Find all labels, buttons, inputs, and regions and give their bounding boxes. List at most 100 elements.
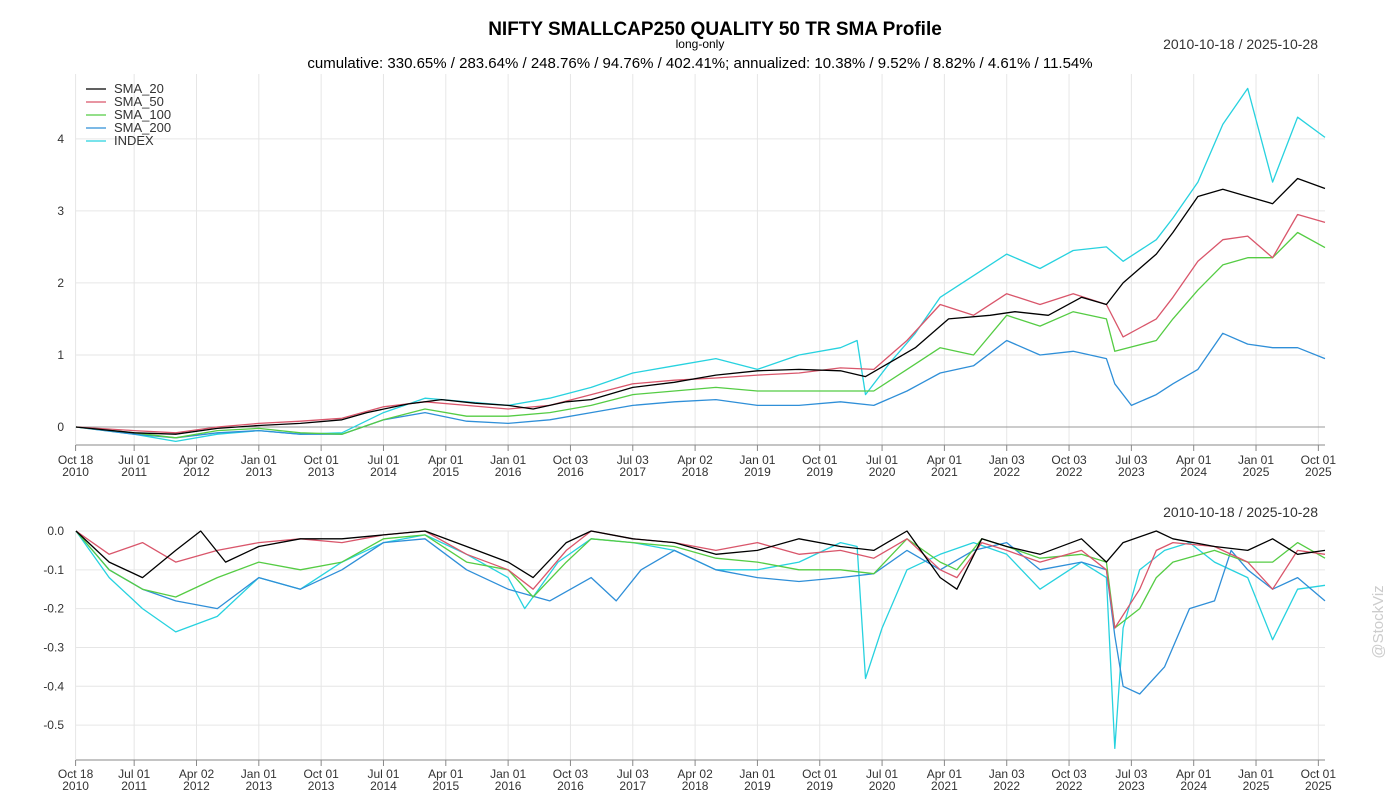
x-tick-label-year: 2019 — [744, 779, 771, 793]
legend-label: SMA_100 — [114, 107, 171, 122]
x-tick-label-year: 2018 — [682, 465, 709, 479]
x-tick-label-month: Jan 01 — [490, 453, 526, 467]
legend-label: SMA_50 — [114, 94, 164, 109]
series-line-sma-20 — [75, 177, 1326, 435]
series-line-sma-20 — [75, 530, 1326, 590]
x-tick-label-month: Apr 02 — [179, 453, 215, 467]
legend-label: SMA_200 — [114, 120, 171, 135]
x-tick-label-month: Jul 03 — [617, 767, 649, 781]
x-tick-label-year: 2013 — [245, 779, 272, 793]
y-tick-label: 1 — [57, 348, 64, 362]
x-tick-label-year: 2016 — [557, 779, 584, 793]
x-tick-label-year: 2013 — [308, 465, 335, 479]
x-tick-label-month: Oct 03 — [553, 453, 589, 467]
x-tick-label-month: Jul 03 — [1115, 453, 1147, 467]
x-tick-label-month: Jul 01 — [118, 453, 150, 467]
x-tick-label-year: 2021 — [931, 779, 958, 793]
x-tick-label-year: 2025 — [1305, 465, 1332, 479]
x-tick-label-month: Apr 02 — [179, 767, 215, 781]
series-line-index — [75, 530, 1326, 750]
y-tick-label: -0.4 — [43, 679, 64, 693]
x-tick-label-month: Oct 01 — [303, 767, 339, 781]
x-tick-label-year: 2011 — [121, 465, 147, 479]
x-tick-label-month: Jul 03 — [617, 453, 649, 467]
x-tick-label-year: 2014 — [370, 779, 397, 793]
x-tick-label-month: Oct 01 — [802, 453, 838, 467]
legend-label: INDEX — [114, 133, 154, 148]
x-tick-label-month: Apr 01 — [927, 453, 963, 467]
x-tick-label-year: 2017 — [619, 465, 646, 479]
x-tick-label-month: Jan 03 — [989, 767, 1025, 781]
x-tick-label-month: Jul 01 — [118, 767, 150, 781]
x-tick-label-year: 2013 — [308, 779, 335, 793]
x-tick-label-month: Jan 01 — [1238, 767, 1274, 781]
x-tick-label-month: Apr 01 — [428, 453, 464, 467]
bottom-date-range: 2010-10-18 / 2025-10-28 — [1163, 504, 1318, 520]
x-tick-label-month: Jul 01 — [367, 767, 399, 781]
x-tick-label-month: Oct 18 — [58, 453, 94, 467]
top-date-range: 2010-10-18 / 2025-10-28 — [1163, 36, 1318, 52]
y-tick-label: 0 — [57, 420, 64, 434]
legend-label: SMA_20 — [114, 81, 164, 96]
x-tick-label-year: 2022 — [993, 779, 1020, 793]
x-tick-label-month: Apr 01 — [1176, 767, 1212, 781]
x-tick-label-year: 2024 — [1180, 779, 1207, 793]
stats-line: cumulative: 330.65% / 283.64% / 248.76% … — [307, 55, 1092, 72]
y-tick-label: -0.1 — [43, 563, 64, 577]
x-tick-label-month: Jan 03 — [989, 453, 1025, 467]
x-tick-label-month: Oct 03 — [1051, 453, 1087, 467]
x-tick-label-year: 2023 — [1118, 465, 1145, 479]
y-tick-label: 4 — [57, 132, 64, 146]
x-tick-label-year: 2022 — [1056, 779, 1083, 793]
x-tick-label-month: Jan 01 — [739, 453, 775, 467]
x-tick-label-month: Jan 01 — [739, 767, 775, 781]
x-tick-label-year: 2010 — [62, 779, 89, 793]
x-tick-label-year: 2020 — [869, 779, 896, 793]
x-tick-label-year: 2018 — [682, 779, 709, 793]
x-tick-label-month: Jan 01 — [490, 767, 526, 781]
x-tick-label-year: 2024 — [1180, 465, 1207, 479]
x-tick-label-month: Oct 03 — [1051, 767, 1087, 781]
x-tick-label-month: Jan 01 — [241, 767, 277, 781]
x-tick-label-year: 2019 — [744, 465, 771, 479]
x-tick-label-year: 2019 — [806, 465, 833, 479]
x-tick-label-year: 2025 — [1243, 779, 1270, 793]
series-line-sma-200 — [75, 530, 1326, 695]
x-tick-label-year: 2019 — [806, 779, 833, 793]
x-tick-label-year: 2013 — [245, 465, 272, 479]
x-tick-label-year: 2011 — [121, 779, 147, 793]
x-tick-label-month: Apr 01 — [1176, 453, 1212, 467]
x-tick-label-year: 2014 — [370, 465, 397, 479]
x-tick-label-year: 2016 — [495, 779, 522, 793]
x-tick-label-month: Oct 01 — [802, 767, 838, 781]
x-tick-label-month: Jan 01 — [241, 453, 277, 467]
x-tick-label-year: 2022 — [1056, 465, 1083, 479]
x-tick-label-year: 2025 — [1305, 779, 1332, 793]
x-tick-label-year: 2022 — [993, 465, 1020, 479]
x-tick-label-month: Jan 01 — [1238, 453, 1274, 467]
x-tick-label-year: 2015 — [432, 779, 459, 793]
x-tick-label-month: Apr 01 — [428, 767, 464, 781]
x-tick-label-month: Jul 01 — [367, 453, 399, 467]
series-line-sma-100 — [75, 231, 1326, 439]
x-tick-label-year: 2012 — [183, 465, 210, 479]
y-tick-label: -0.2 — [43, 602, 64, 616]
x-tick-label-year: 2010 — [62, 465, 89, 479]
y-tick-label: -0.3 — [43, 640, 64, 654]
x-tick-label-month: Oct 01 — [1301, 767, 1337, 781]
x-tick-label-month: Oct 03 — [553, 767, 589, 781]
x-tick-label-year: 2020 — [869, 465, 896, 479]
x-tick-label-year: 2023 — [1118, 779, 1145, 793]
chart-title: NIFTY SMALLCAP250 QUALITY 50 TR SMA Prof… — [488, 19, 942, 40]
x-tick-label-month: Jul 01 — [866, 453, 898, 467]
series-line-sma-50 — [75, 530, 1326, 629]
x-tick-label-month: Apr 01 — [927, 767, 963, 781]
x-tick-label-month: Jul 03 — [1115, 767, 1147, 781]
y-tick-label: 0.0 — [47, 524, 64, 538]
x-tick-label-year: 2025 — [1243, 465, 1270, 479]
x-tick-label-year: 2015 — [432, 465, 459, 479]
x-tick-label-month: Apr 02 — [677, 453, 713, 467]
